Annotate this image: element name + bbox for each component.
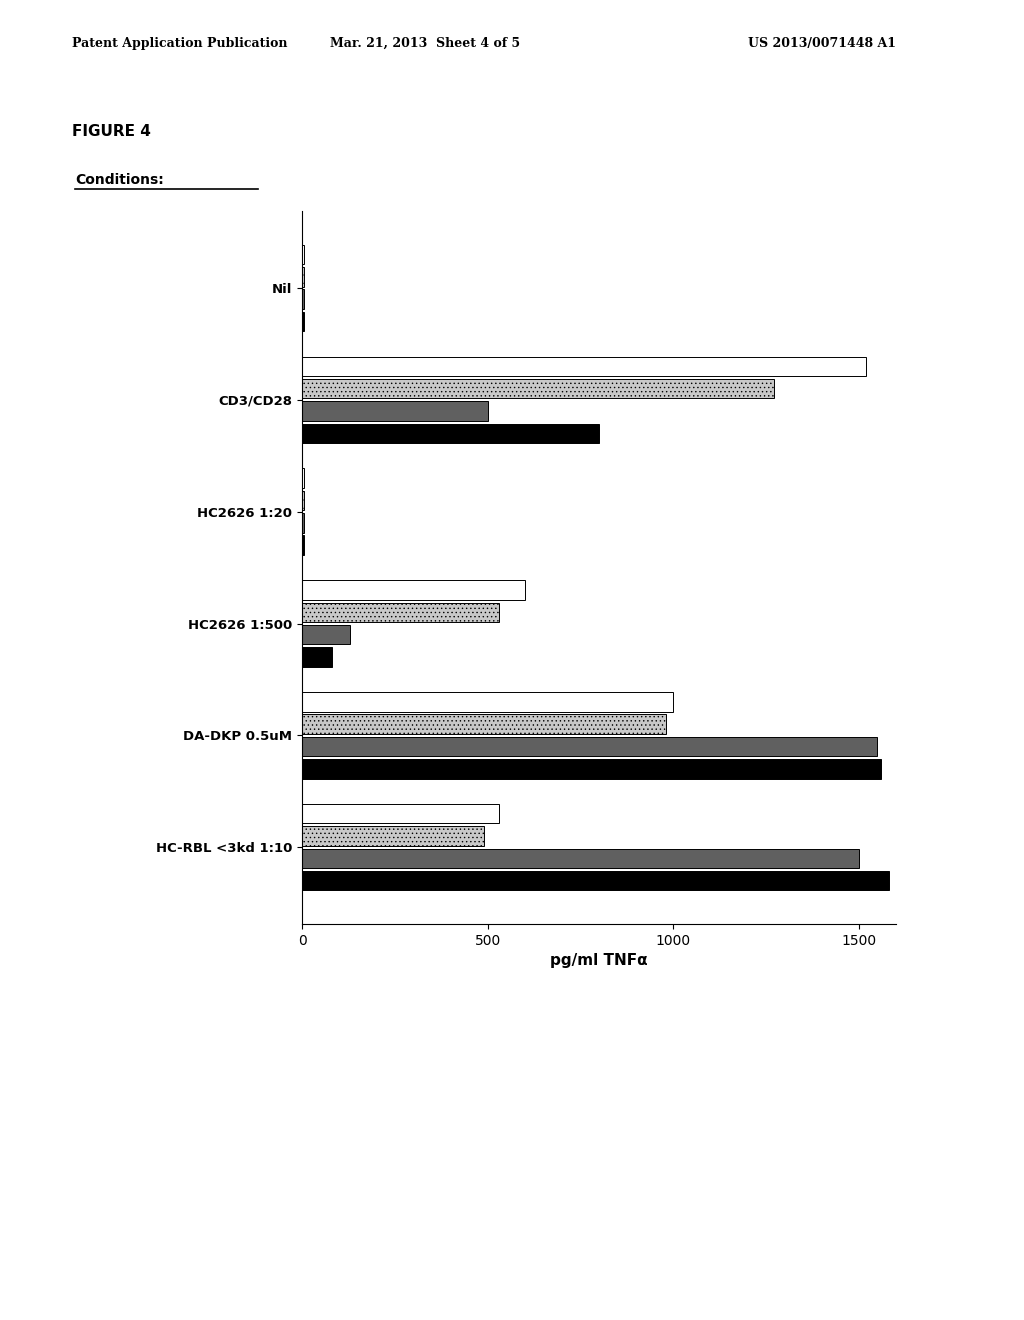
Bar [302, 804, 499, 824]
Bar [302, 826, 484, 846]
Bar [302, 737, 878, 756]
Bar [302, 849, 859, 869]
Text: US 2013/0071448 A1: US 2013/0071448 A1 [748, 37, 896, 50]
Bar [302, 602, 499, 622]
Bar [302, 513, 304, 533]
Bar [302, 871, 889, 891]
Bar [302, 647, 332, 667]
Text: Patent Application Publication: Patent Application Publication [72, 37, 287, 50]
Bar [302, 692, 674, 711]
Bar [302, 624, 350, 644]
Bar [302, 401, 487, 421]
Bar [302, 312, 304, 331]
Text: FIGURE 4: FIGURE 4 [72, 124, 151, 139]
Bar [302, 759, 881, 779]
Bar [302, 714, 666, 734]
Bar [302, 244, 304, 264]
Bar [302, 536, 304, 554]
Bar [302, 267, 304, 286]
Bar [302, 581, 524, 599]
Bar [302, 289, 304, 309]
Bar [302, 379, 773, 399]
Text: Mar. 21, 2013  Sheet 4 of 5: Mar. 21, 2013 Sheet 4 of 5 [330, 37, 520, 50]
Bar [302, 491, 304, 511]
Bar [302, 424, 599, 444]
Text: Conditions:: Conditions: [75, 173, 164, 187]
Bar [302, 469, 304, 488]
Bar [302, 356, 866, 376]
X-axis label: pg/ml TNFα: pg/ml TNFα [550, 953, 648, 969]
